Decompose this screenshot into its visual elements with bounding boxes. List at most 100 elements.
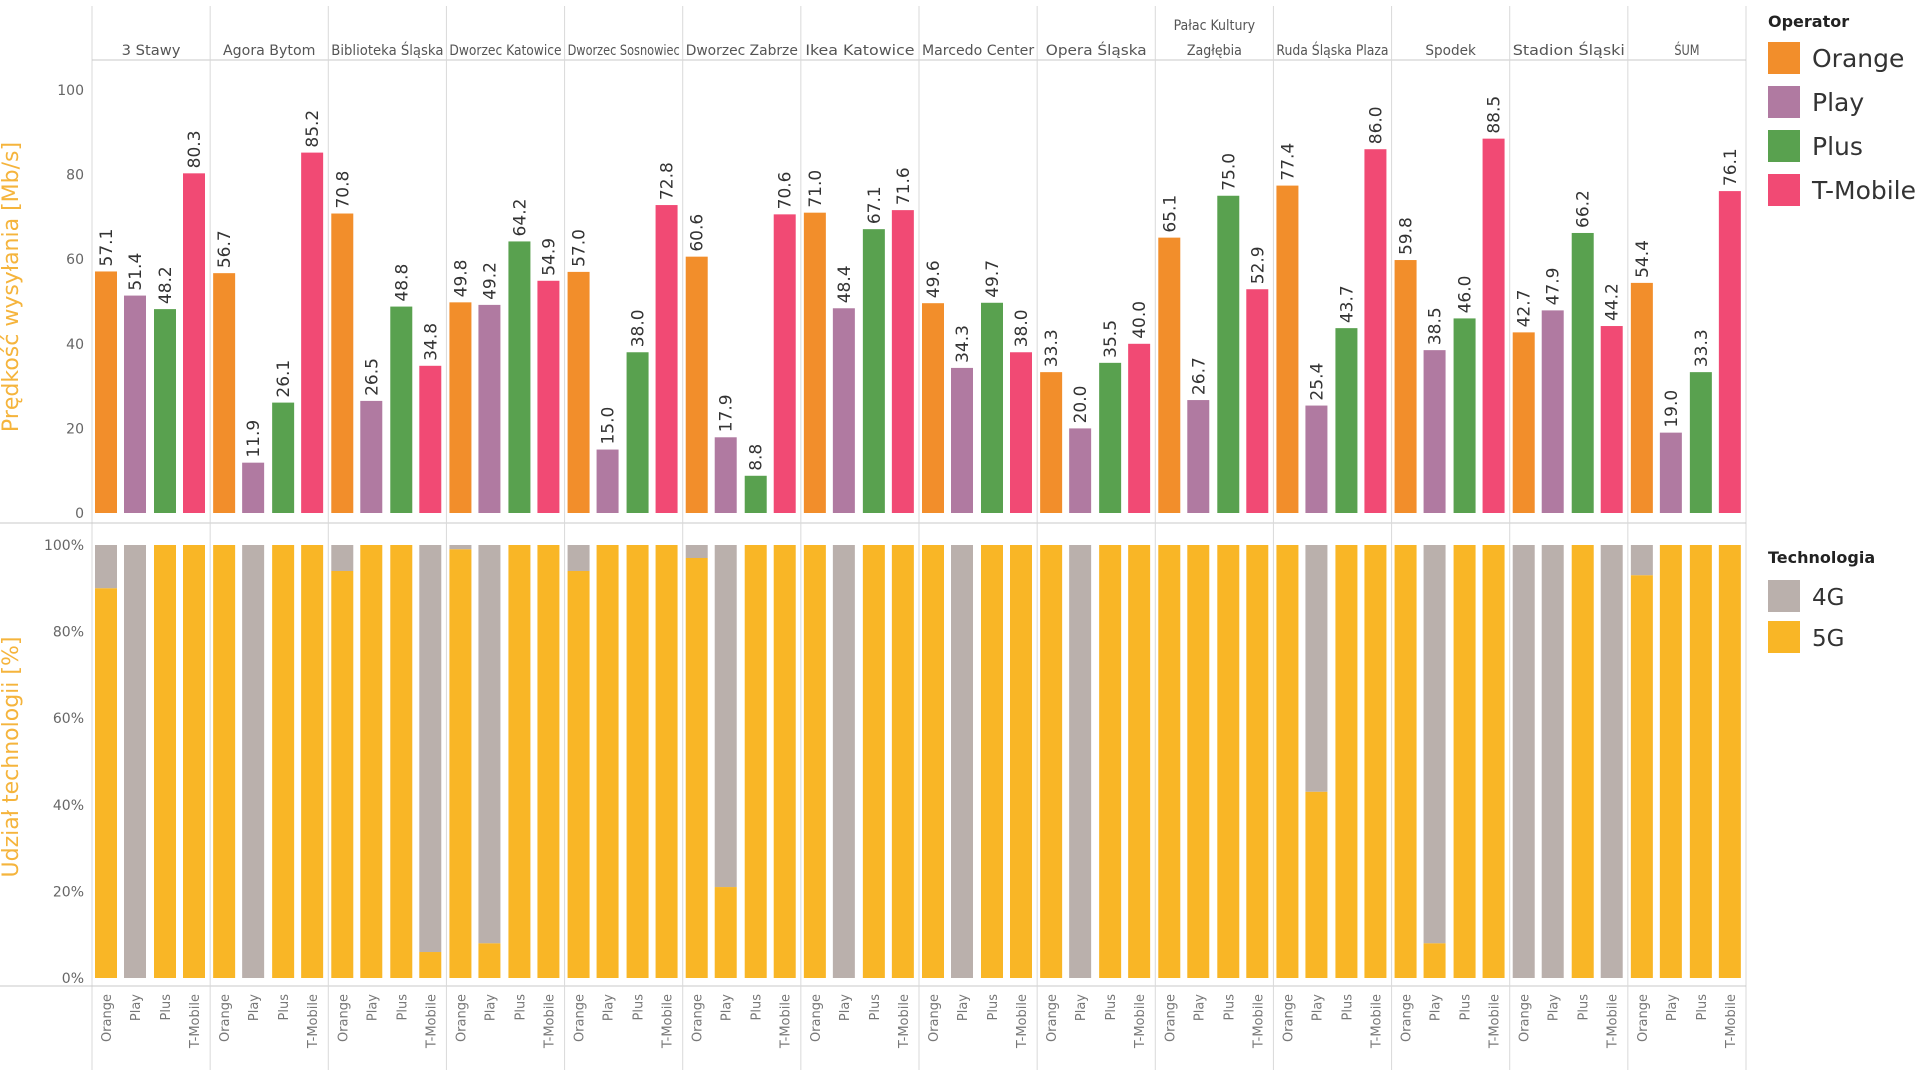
- share-5g-bar-palac-kultury-zaglebia-plus: [1217, 545, 1240, 978]
- share-4g-bar-spodek-play: [1423, 545, 1446, 944]
- share-4g-bar-opera-slaska-play: [1069, 545, 1092, 978]
- speed-label-dworzec-sosnowiec-play: 15.0: [599, 407, 619, 445]
- share-5g-bar-dworzec-katowice-t-mobile: [537, 545, 560, 978]
- share-5g-bar-ikea-katowice-orange: [803, 545, 826, 978]
- share-5g-bar-sum-t-mobile: [1718, 545, 1741, 978]
- operator-axis-label-ikea-katowice-t-mobile: T-Mobile: [897, 994, 912, 1049]
- operator-axis-label-spodek-orange: Orange: [1400, 994, 1415, 1042]
- speed-label-marcedo-center-plus: 49.7: [983, 260, 1003, 298]
- operator-axis-label-ikea-katowice-play: Play: [838, 994, 853, 1021]
- share-5g-bar-ruda-slaska-plaza-play: [1305, 791, 1328, 978]
- speed-bar-dworzec-katowice-orange: [449, 302, 472, 513]
- speed-bar-ruda-slaska-plaza-plus: [1335, 328, 1358, 513]
- speed-bar-opera-slaska-t-mobile: [1128, 343, 1151, 513]
- speed-y-tick-80: 80: [66, 168, 84, 184]
- share-4g-bar-dworzec-zabrze-play: [714, 545, 737, 888]
- operator-axis-label-agora-bytom-orange: Orange: [218, 994, 233, 1042]
- speed-label-agora-bytom-orange: 56.7: [215, 230, 235, 268]
- share-5g-bar-marcedo-center-t-mobile: [1010, 545, 1032, 978]
- location-label-palac-kultury-zaglebia-line2: Zagłębia: [1187, 43, 1242, 59]
- speed-label-dworzec-katowice-orange: 49.8: [451, 259, 471, 297]
- operator-legend-swatch-orange: [1768, 42, 1800, 74]
- speed-bar-marcedo-center-play: [951, 367, 973, 513]
- share-5g-bar-opera-slaska-orange: [1040, 545, 1063, 978]
- speed-label-sum-t-mobile: 76.1: [1721, 148, 1741, 186]
- speed-label-biblioteka-slaska-plus: 48.8: [392, 264, 412, 302]
- operator-axis-label-dworzec-zabrze-orange: Orange: [691, 994, 706, 1042]
- share-5g-bar-biblioteka-slaska-play: [360, 545, 383, 978]
- speed-label-palac-kultury-zaglebia-t-mobile: 52.9: [1248, 246, 1268, 284]
- speed-label-3-stawy-play: 51.4: [126, 253, 146, 291]
- operator-axis-label-stadion-slaski-plus: Plus: [1577, 994, 1592, 1021]
- share-5g-bar-dworzec-zabrze-play: [714, 887, 737, 978]
- technology-legend-swatch-4g: [1768, 580, 1800, 612]
- speed-label-sum-orange: 54.4: [1633, 240, 1653, 278]
- share-y-tick-2: 40%: [53, 798, 84, 814]
- share-5g-bar-dworzec-sosnowiec-t-mobile: [655, 545, 678, 978]
- speed-y-tick-100: 100: [57, 83, 84, 99]
- share-5g-bar-dworzec-katowice-orange: [449, 549, 472, 978]
- speed-label-ruda-slaska-plaza-plus: 43.7: [1337, 285, 1357, 323]
- speed-y-tick-20: 20: [66, 421, 84, 437]
- speed-bar-stadion-slaski-plus: [1571, 232, 1594, 513]
- speed-label-biblioteka-slaska-orange: 70.8: [333, 171, 353, 209]
- operator-axis-label-agora-bytom-t-mobile: T-Mobile: [306, 994, 321, 1049]
- speed-bar-spodek-plus: [1453, 318, 1476, 513]
- speed-label-biblioteka-slaska-t-mobile: 34.8: [421, 323, 441, 361]
- operator-axis-label-agora-bytom-play: Play: [247, 994, 262, 1021]
- operator-axis-label-ruda-slaska-plaza-orange: Orange: [1281, 994, 1296, 1042]
- operator-axis-label-stadion-slaski-play: Play: [1547, 994, 1562, 1021]
- speed-bar-palac-kultury-zaglebia-orange: [1158, 237, 1181, 513]
- share-5g-bar-agora-bytom-plus: [272, 545, 295, 978]
- speed-y-tick-0: 0: [75, 506, 84, 522]
- share-4g-bar-dworzec-sosnowiec-orange: [567, 545, 590, 571]
- technology-legend-swatch-5g: [1768, 621, 1800, 653]
- speed-bar-stadion-slaski-play: [1541, 310, 1564, 513]
- speed-bar-stadion-slaski-orange: [1512, 332, 1535, 513]
- speed-bar-marcedo-center-orange: [922, 303, 944, 513]
- operator-axis-label-opera-slaska-t-mobile: T-Mobile: [1133, 994, 1148, 1049]
- speed-bar-agora-bytom-play: [242, 462, 265, 513]
- speed-label-stadion-slaski-t-mobile: 44.2: [1603, 283, 1623, 321]
- speed-label-sum-plus: 33.3: [1692, 329, 1712, 367]
- speed-label-dworzec-zabrze-plus: 8.8: [747, 444, 767, 471]
- share-5g-bar-palac-kultury-zaglebia-orange: [1158, 545, 1181, 978]
- operator-axis-label-marcedo-center-play: Play: [956, 994, 971, 1021]
- location-label-3-stawy: 3 Stawy: [122, 43, 181, 59]
- operator-axis-label-ruda-slaska-plaza-t-mobile: T-Mobile: [1369, 994, 1384, 1049]
- share-5g-bar-3-stawy-plus: [154, 545, 176, 978]
- operator-axis-label-ikea-katowice-orange: Orange: [809, 994, 824, 1042]
- share-y-tick-4: 80%: [53, 625, 84, 641]
- speed-label-stadion-slaski-plus: 66.2: [1574, 190, 1594, 228]
- operator-axis-label-sum-play: Play: [1665, 994, 1680, 1021]
- speed-label-dworzec-zabrze-play: 17.9: [717, 394, 737, 432]
- speed-bar-sum-play: [1659, 432, 1682, 513]
- speed-label-opera-slaska-orange: 33.3: [1042, 329, 1062, 367]
- speed-bar-dworzec-katowice-plus: [508, 241, 531, 513]
- speed-label-dworzec-sosnowiec-t-mobile: 72.8: [658, 162, 678, 200]
- location-label-stadion-slaski: Stadion Śląski: [1513, 41, 1625, 59]
- operator-axis-label-spodek-t-mobile: T-Mobile: [1488, 994, 1503, 1049]
- speed-bar-spodek-orange: [1394, 260, 1417, 513]
- share-5g-bar-ruda-slaska-plaza-orange: [1276, 545, 1299, 978]
- operator-axis-label-ikea-katowice-plus: Plus: [868, 994, 883, 1021]
- speed-label-ruda-slaska-plaza-play: 25.4: [1307, 363, 1327, 401]
- share-5g-bar-dworzec-katowice-plus: [508, 545, 531, 978]
- share-4g-bar-sum-orange: [1630, 545, 1653, 576]
- speed-label-dworzec-sosnowiec-orange: 57.0: [570, 229, 590, 267]
- operator-axis-label-spodek-play: Play: [1429, 994, 1444, 1021]
- share-4g-bar-dworzec-zabrze-orange: [685, 545, 708, 558]
- speed-label-biblioteka-slaska-play: 26.5: [362, 358, 382, 396]
- speed-label-sum-play: 19.0: [1662, 390, 1682, 428]
- speed-label-agora-bytom-plus: 26.1: [274, 360, 294, 398]
- share-4g-bar-dworzec-katowice-play: [478, 545, 501, 944]
- operator-axis-label-dworzec-katowice-orange: Orange: [454, 994, 469, 1042]
- speed-label-spodek-orange: 59.8: [1397, 217, 1417, 255]
- operator-axis-label-3-stawy-play: Play: [129, 994, 144, 1021]
- operator-legend-swatch-play: [1768, 86, 1800, 118]
- operator-axis-label-ruda-slaska-plaza-plus: Plus: [1340, 994, 1355, 1021]
- location-label-marcedo-center: Marcedo Center: [922, 43, 1035, 59]
- operator-legend-label-t-mobile: T-Mobile: [1811, 176, 1916, 205]
- speed-label-marcedo-center-play: 34.3: [953, 325, 973, 363]
